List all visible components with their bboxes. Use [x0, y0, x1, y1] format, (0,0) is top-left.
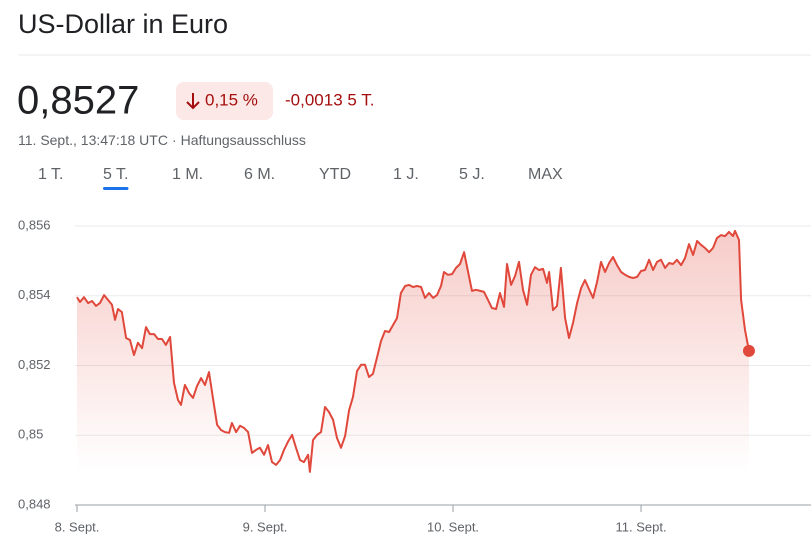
change-percent: 0,15 % [205, 90, 258, 109]
range-tab[interactable]: 5 T. [103, 166, 129, 183]
price: 0,8527 [17, 79, 139, 123]
y-tick-label: 0,848 [18, 496, 51, 511]
y-tick-label: 0,852 [18, 357, 51, 372]
x-tick-label: 9. Sept. [243, 519, 288, 534]
title: US-Dollar in Euro [18, 9, 228, 39]
range-tabs: 1 T. 5 T. 1 M. 6 M. YTD 1 J. 5 J. MAX [38, 166, 563, 190]
range-tab[interactable]: 1 M. [172, 166, 203, 183]
range-tab[interactable]: 5 J. [459, 166, 485, 183]
separator: · [172, 132, 177, 148]
chart: 0,848 0,85 0,852 0,854 0,856 8. Sept. 9. Sept.… [18, 217, 811, 534]
disclaimer-link[interactable]: Haftungsausschluss [181, 132, 306, 148]
range-tab[interactable]: MAX [528, 166, 563, 183]
change-chip [176, 82, 273, 120]
timestamp-line: 11. Sept., 13:47:18 UTC · Haftungsausschlu… [18, 132, 306, 148]
area-fill [77, 230, 749, 472]
x-tick-label: 8. Sept. [55, 519, 100, 534]
range-tab[interactable]: 1 J. [393, 166, 419, 183]
down-arrow [186, 93, 200, 110]
y-tick-label: 0,85 [18, 427, 43, 442]
y-tick-label: 0,854 [18, 287, 51, 302]
last-point [742, 344, 755, 357]
price-line [76, 229, 750, 473]
tab-underline [103, 187, 129, 190]
x-tick-label: 10. Sept. [427, 519, 479, 534]
range-tab[interactable]: 6 M. [244, 166, 275, 183]
timestamp: 11. Sept., 13:47:18 UTC [18, 132, 168, 148]
range-tab[interactable]: YTD [319, 166, 351, 183]
change-absolute: -0,0013 5 T. [285, 90, 374, 109]
y-tick-label: 0,856 [18, 217, 51, 232]
x-tick-label: 11. Sept. [615, 519, 666, 534]
range-tab[interactable]: 1 T. [38, 166, 64, 183]
